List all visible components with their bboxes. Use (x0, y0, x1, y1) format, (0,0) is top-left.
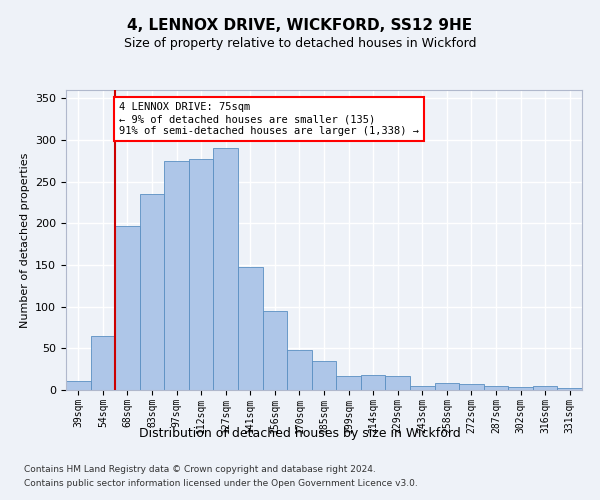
Text: 4, LENNOX DRIVE, WICKFORD, SS12 9HE: 4, LENNOX DRIVE, WICKFORD, SS12 9HE (127, 18, 473, 32)
Bar (557, 388, 582, 390)
Bar (434, 384, 459, 390)
Bar (459, 384, 484, 390)
Bar (91, 336, 115, 390)
Bar (410, 386, 434, 390)
Bar (115, 226, 140, 390)
Bar (214, 148, 238, 390)
Bar (533, 386, 557, 390)
Bar (484, 386, 508, 390)
Bar (140, 194, 164, 390)
Y-axis label: Number of detached properties: Number of detached properties (20, 152, 29, 328)
Bar (238, 266, 263, 390)
Text: Size of property relative to detached houses in Wickford: Size of property relative to detached ho… (124, 38, 476, 51)
Bar (66, 381, 91, 390)
Text: Distribution of detached houses by size in Wickford: Distribution of detached houses by size … (139, 428, 461, 440)
Bar (263, 311, 287, 390)
Bar (189, 159, 214, 390)
Bar (312, 361, 336, 390)
Bar (164, 161, 189, 390)
Text: 4 LENNOX DRIVE: 75sqm
← 9% of detached houses are smaller (135)
91% of semi-deta: 4 LENNOX DRIVE: 75sqm ← 9% of detached h… (119, 102, 419, 136)
Text: Contains HM Land Registry data © Crown copyright and database right 2024.: Contains HM Land Registry data © Crown c… (24, 466, 376, 474)
Bar (385, 376, 410, 390)
Bar (287, 350, 312, 390)
Bar (508, 386, 533, 390)
Bar (361, 375, 385, 390)
Text: Contains public sector information licensed under the Open Government Licence v3: Contains public sector information licen… (24, 479, 418, 488)
Bar (336, 376, 361, 390)
